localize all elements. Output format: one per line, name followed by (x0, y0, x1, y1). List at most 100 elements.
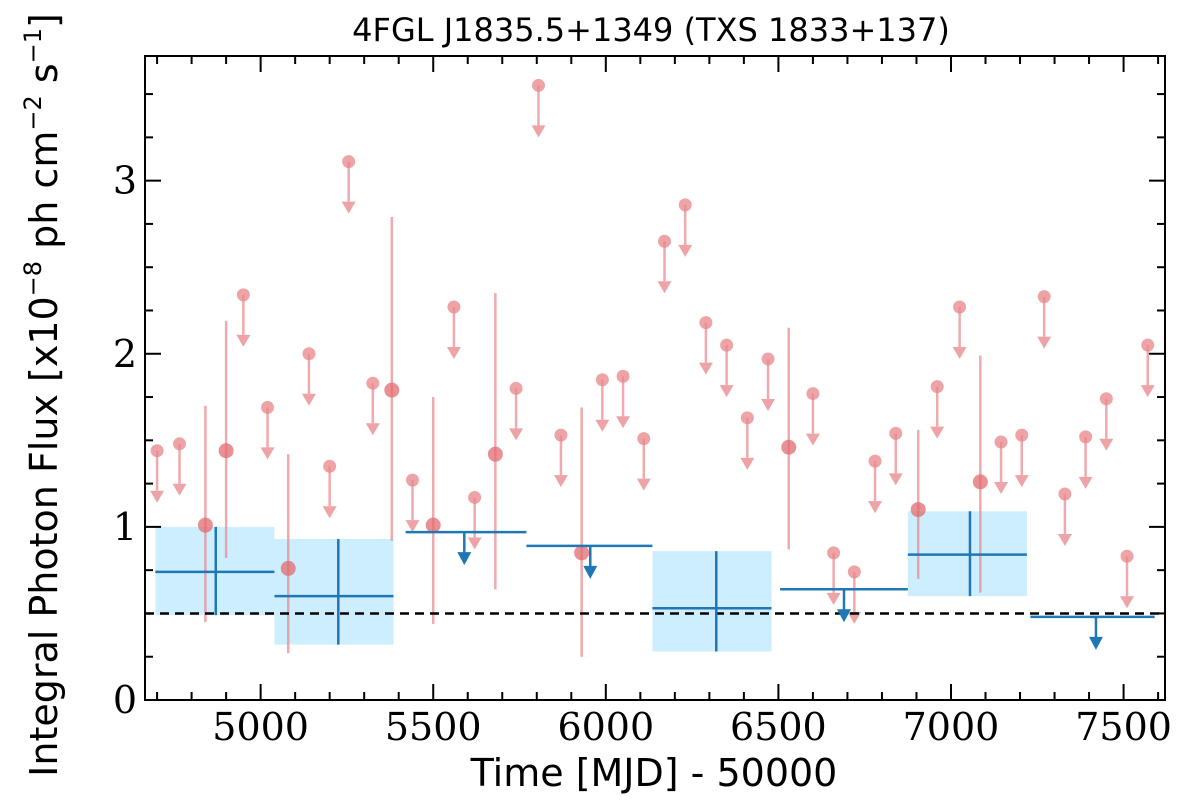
fine-upper-limit (636, 432, 651, 491)
fine-upper-limit (930, 380, 945, 439)
down-arrow-icon (405, 520, 420, 533)
down-arrow-icon (1078, 476, 1093, 489)
data-point (972, 474, 988, 490)
upper-limit-marker (532, 78, 546, 92)
fine-detection (781, 327, 797, 550)
down-arrow-icon (1120, 596, 1135, 609)
down-arrow-icon (457, 552, 472, 566)
down-arrow-icon (1088, 636, 1103, 650)
down-arrow-icon (301, 393, 316, 406)
upper-limit-marker (261, 400, 275, 414)
coarse-upper-limit (780, 587, 908, 623)
fine-upper-limit (1120, 549, 1135, 609)
down-arrow-icon (531, 125, 546, 138)
upper-limit-marker (616, 369, 630, 383)
down-arrow-icon (1057, 533, 1072, 546)
upper-limit-marker (953, 300, 967, 314)
down-arrow-icon (719, 385, 734, 398)
data-point (384, 382, 400, 398)
data-point (218, 443, 234, 459)
down-arrow-icon (826, 592, 841, 605)
upper-limit-marker (868, 454, 882, 468)
upper-limit-marker (1141, 338, 1155, 352)
fine-upper-limit (1078, 430, 1093, 489)
y-axis-label-end: ] (22, 13, 66, 28)
y-tick-label: 1 (113, 505, 137, 549)
fine-upper-limit (531, 78, 546, 138)
data-point (574, 545, 590, 561)
upper-limit-marker (761, 352, 775, 366)
fine-upper-limit (150, 444, 165, 503)
fine-upper-limit (847, 565, 862, 624)
fine-upper-limit (719, 338, 734, 398)
fine-upper-limit (1057, 487, 1072, 546)
y-tick-label: 2 (113, 332, 137, 376)
x-tick-label: 6500 (730, 705, 827, 749)
data-point (425, 517, 441, 533)
upper-limit-marker (595, 373, 609, 387)
down-arrow-icon (1099, 438, 1114, 451)
fine-upper-limit (509, 381, 524, 441)
upper-limit-marker (406, 473, 420, 487)
upper-limit-marker (1058, 487, 1072, 501)
fine-upper-limit (236, 288, 251, 347)
down-arrow-icon (888, 473, 903, 486)
down-arrow-icon (467, 537, 482, 550)
down-arrow-icon (595, 419, 610, 432)
down-arrow-icon (678, 244, 693, 257)
chart-title: 4FGL J1835.5+1349 (TXS 1833+137) (352, 11, 950, 49)
fine-detection (574, 407, 590, 657)
upper-limit-marker (366, 376, 380, 390)
fine-upper-limit (553, 428, 568, 488)
x-tick-label: 5000 (212, 705, 309, 749)
fine-upper-limit (740, 411, 755, 470)
fine-detection (280, 454, 296, 654)
upper-limit-marker (740, 411, 754, 425)
down-arrow-icon (446, 347, 461, 360)
upper-limit-marker (994, 435, 1008, 449)
fine-detection (197, 405, 213, 623)
down-arrow-icon (847, 611, 862, 624)
y-tick-label: 0 (113, 678, 137, 722)
fine-upper-limit (1140, 338, 1155, 398)
down-arrow-icon (583, 565, 598, 579)
data-point (487, 446, 503, 462)
fine-upper-limit (952, 300, 967, 360)
fine-upper-limit (301, 347, 316, 406)
data-point (280, 560, 296, 576)
down-arrow-icon (172, 483, 187, 496)
upper-limit-marker (657, 234, 671, 248)
fine-upper-limit (826, 546, 841, 605)
upper-limit-marker (806, 387, 820, 401)
down-arrow-icon (836, 609, 851, 623)
upper-limit-marker (447, 300, 461, 314)
x-tick-label: 7000 (903, 705, 1000, 749)
down-arrow-icon (1014, 475, 1029, 488)
down-arrow-icon (740, 457, 755, 470)
coarse-detection (907, 511, 1027, 597)
upper-limit-marker (468, 490, 482, 504)
down-arrow-icon (150, 490, 165, 503)
fine-upper-limit (805, 387, 820, 446)
fine-detection (425, 397, 441, 624)
upper-limit-marker (323, 459, 337, 473)
fine-upper-limit (341, 155, 356, 214)
upper-limit-marker (342, 155, 356, 169)
down-arrow-icon (952, 347, 967, 360)
fine-upper-limit (322, 459, 337, 519)
upper-limit-marker (1015, 428, 1029, 442)
fine-detection (218, 320, 234, 559)
down-arrow-icon (930, 426, 945, 439)
coarse-detection (274, 539, 394, 645)
coarse-detection (652, 551, 772, 652)
coarse-error-box (274, 539, 394, 645)
down-arrow-icon (698, 362, 713, 375)
y-axis-label-s: s (22, 63, 66, 95)
plot-frame (144, 55, 1166, 701)
upper-limit-marker (150, 444, 164, 458)
fine-upper-limit (616, 369, 631, 429)
fine-upper-limit (260, 400, 275, 460)
y-axis-label-exp3: −1 (19, 28, 47, 63)
y-tick-label: 3 (113, 159, 137, 203)
